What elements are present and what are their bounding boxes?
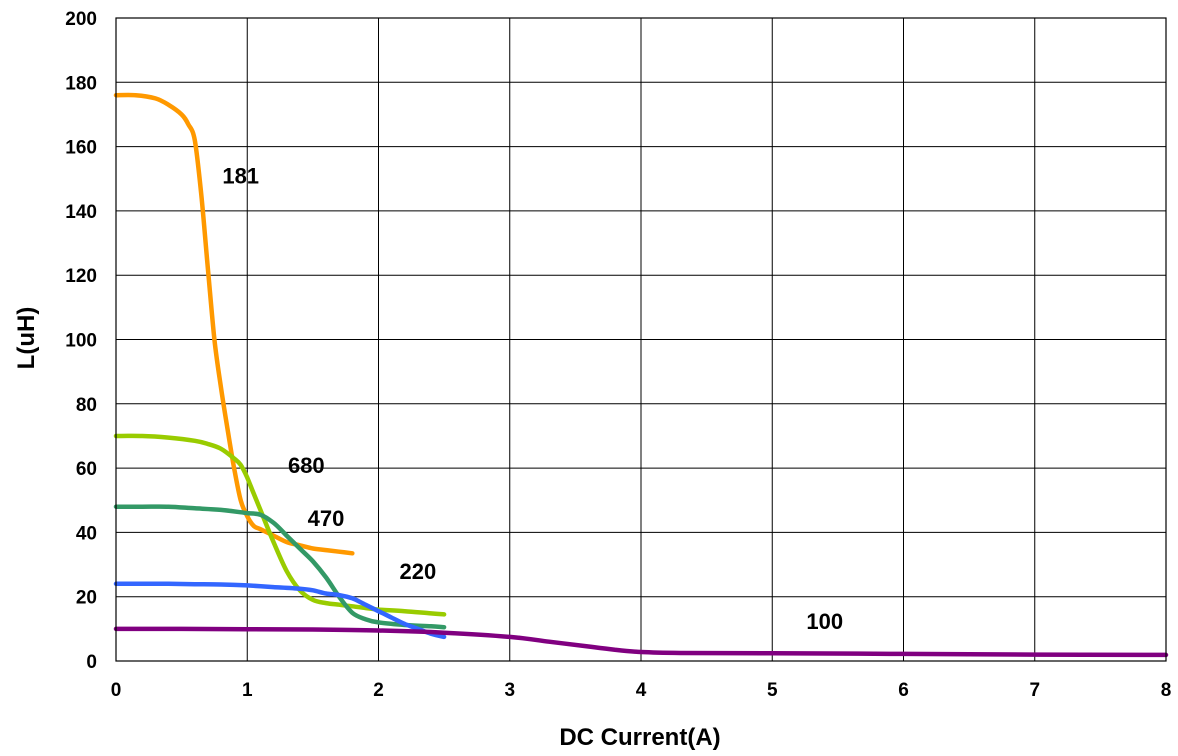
y-tick-label-8: 160 (65, 138, 97, 159)
x-tick-label-8: 8 (1161, 680, 1172, 701)
x-tick-label-5: 5 (767, 680, 778, 701)
y-axis-title: L(uH) (13, 307, 40, 370)
series-label-220: 220 (400, 559, 437, 584)
x-tick-label-1: 1 (242, 680, 253, 701)
y-tick-label-9: 180 (65, 73, 97, 94)
y-tick-labels: 0 20 40 60 80 100 120 140 160 180 200 (65, 9, 97, 673)
x-tick-label-2: 2 (373, 680, 384, 701)
y-tick-label-7: 140 (65, 202, 97, 223)
y-tick-label-10: 200 (65, 9, 97, 30)
y-tick-label-3: 60 (76, 459, 97, 480)
x-tick-label-3: 3 (504, 680, 515, 701)
y-tick-label-0: 0 (86, 652, 97, 673)
y-tick-label-6: 120 (65, 266, 97, 287)
x-tick-label-7: 7 (1029, 680, 1040, 701)
y-tick-label-4: 80 (76, 395, 97, 416)
series-label-680: 680 (288, 453, 325, 478)
series-label-181: 181 (222, 164, 259, 189)
x-tick-labels: 0 1 2 3 4 5 6 7 8 (111, 680, 1172, 701)
y-tick-label-2: 40 (76, 523, 97, 544)
x-tick-label-4: 4 (636, 680, 647, 701)
y-tick-label-1: 20 (76, 588, 97, 609)
x-tick-label-6: 6 (898, 680, 909, 701)
series-label-470: 470 (308, 506, 345, 531)
series-label-100: 100 (806, 609, 843, 634)
x-tick-label-0: 0 (111, 680, 122, 701)
x-axis-title: DC Current(A) (559, 724, 720, 751)
y-tick-label-5: 100 (65, 331, 97, 352)
